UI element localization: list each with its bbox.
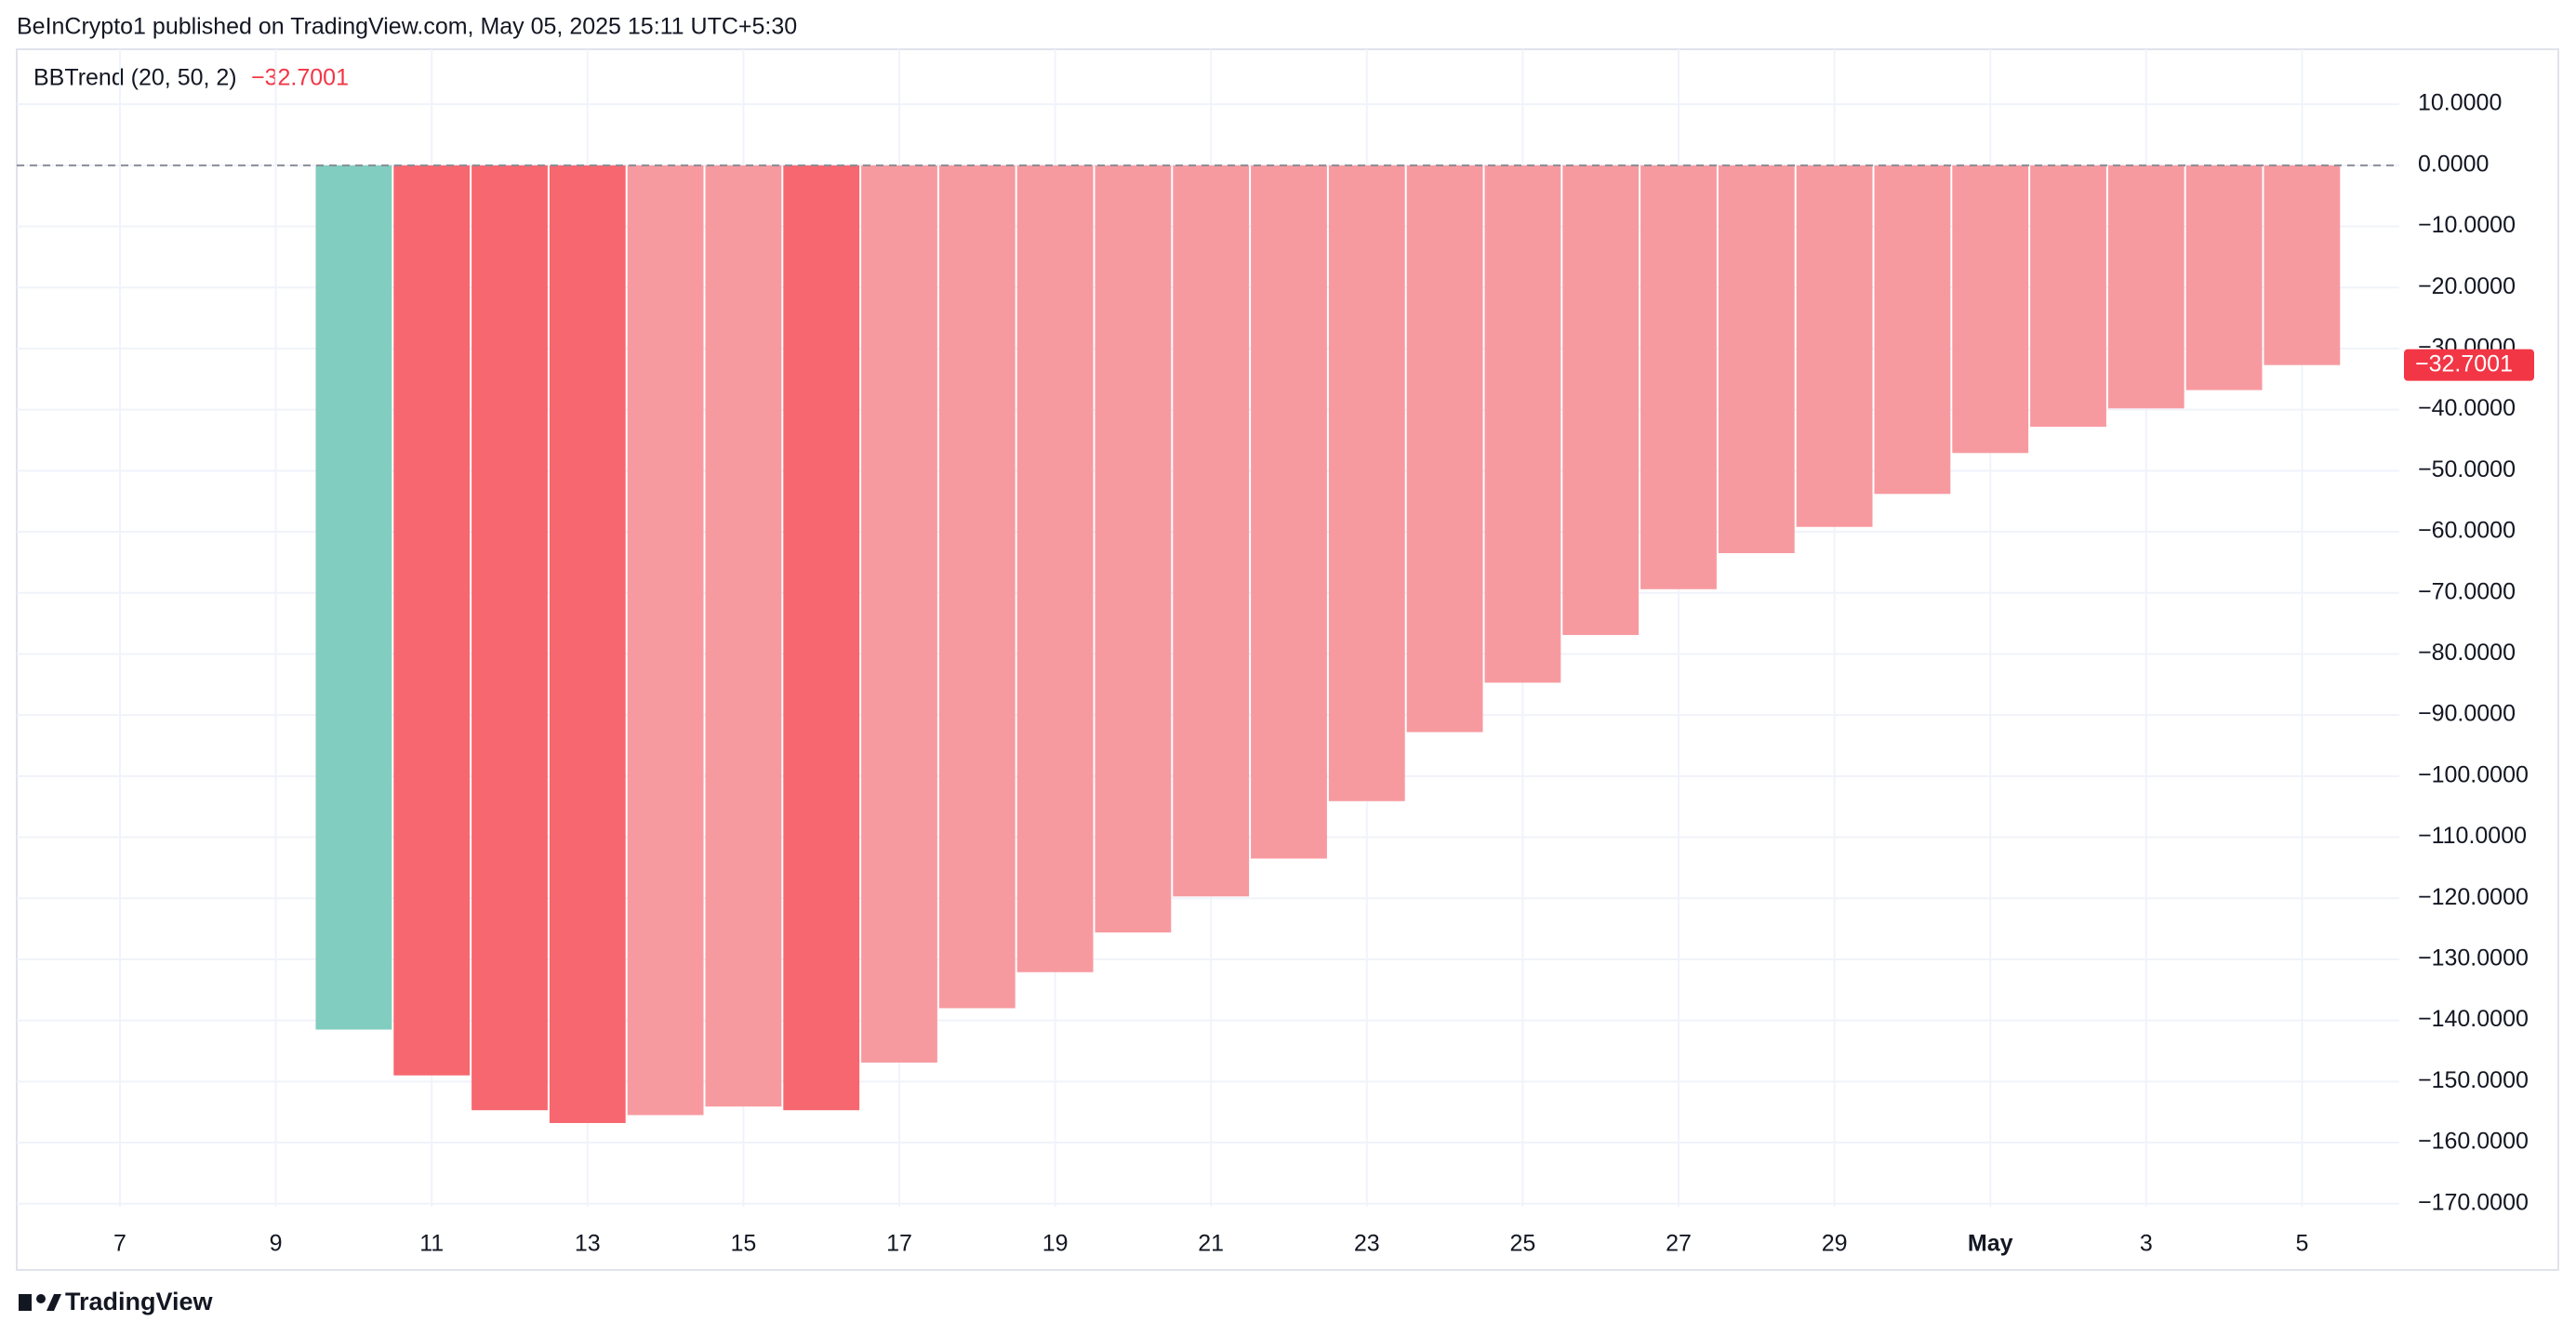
bar	[1095, 165, 1172, 933]
bar	[2264, 165, 2341, 365]
bar	[627, 165, 704, 1116]
bar	[1952, 165, 2029, 454]
bar	[1016, 165, 1094, 972]
indicator-value: −32.7001	[251, 65, 349, 91]
indicator-title: BBTrend (20, 50, 2)	[33, 65, 237, 91]
y-tick-label: −60.0000	[2418, 518, 2516, 544]
x-tick-label: 25	[1509, 1231, 1535, 1257]
bar	[471, 165, 548, 1111]
y-tick-label: −150.0000	[2418, 1067, 2529, 1093]
bar	[315, 165, 392, 1030]
y-tick-label: −110.0000	[2418, 823, 2527, 849]
bar	[938, 165, 1016, 1009]
y-tick-label: −70.0000	[2418, 578, 2516, 604]
x-tick-label: 13	[575, 1231, 601, 1257]
y-tick-label: −170.0000	[2418, 1189, 2529, 1215]
y-tick-label: −20.0000	[2418, 273, 2516, 299]
bar	[1718, 165, 1795, 554]
bar	[1251, 165, 1327, 859]
publish-header: BeInCrypto1 published on TradingView.com…	[17, 14, 797, 40]
y-tick-label: −130.0000	[2418, 945, 2529, 972]
y-tick-label: −120.0000	[2418, 884, 2529, 910]
bar	[1874, 165, 1951, 495]
bar	[783, 165, 860, 1111]
chart-frame	[16, 48, 2559, 1271]
x-tick-label: 5	[2295, 1231, 2308, 1257]
bar	[705, 165, 782, 1107]
last-value-label: −32.7001	[2415, 350, 2513, 377]
bar	[549, 165, 626, 1123]
bar	[1640, 165, 1717, 589]
tv-logo	[19, 1294, 61, 1311]
x-tick-label: 15	[730, 1231, 756, 1257]
x-tick-label: May	[1968, 1231, 2013, 1257]
bar	[1562, 165, 1640, 636]
x-tick-label: 11	[419, 1231, 444, 1257]
bar	[1406, 165, 1483, 733]
x-tick-label: 3	[2140, 1231, 2153, 1257]
y-tick-label: −40.0000	[2418, 395, 2516, 421]
x-tick-label: 9	[270, 1231, 283, 1257]
y-tick-label: 10.0000	[2418, 90, 2502, 116]
bar	[1173, 165, 1250, 897]
bar	[861, 165, 937, 1063]
y-tick-label: −140.0000	[2418, 1006, 2529, 1032]
bar	[2030, 165, 2106, 428]
y-tick-label: 0.0000	[2418, 151, 2489, 177]
x-tick-label: 23	[1354, 1231, 1380, 1257]
bar	[2107, 165, 2184, 409]
last-value-badge	[2404, 349, 2534, 381]
bar	[2185, 165, 2263, 390]
footer-brand: TradingView	[65, 1288, 214, 1315]
x-tick-label: 27	[1666, 1231, 1692, 1257]
y-tick-label: −160.0000	[2418, 1129, 2529, 1155]
x-tick-label: 17	[886, 1231, 912, 1257]
y-tick-label: −50.0000	[2418, 456, 2516, 482]
x-tick-label: 19	[1042, 1231, 1069, 1257]
x-tick-label: 29	[1822, 1231, 1848, 1257]
bar	[1796, 165, 1873, 527]
y-tick-label: −100.0000	[2418, 761, 2529, 787]
bar	[1484, 165, 1561, 683]
x-tick-label: 21	[1198, 1231, 1224, 1257]
y-tick-label: −90.0000	[2418, 701, 2516, 727]
bar	[393, 165, 471, 1076]
y-tick-label: −10.0000	[2418, 212, 2516, 238]
x-tick-label: 7	[113, 1231, 126, 1257]
bar	[1328, 165, 1405, 801]
y-tick-label: −80.0000	[2418, 640, 2516, 666]
